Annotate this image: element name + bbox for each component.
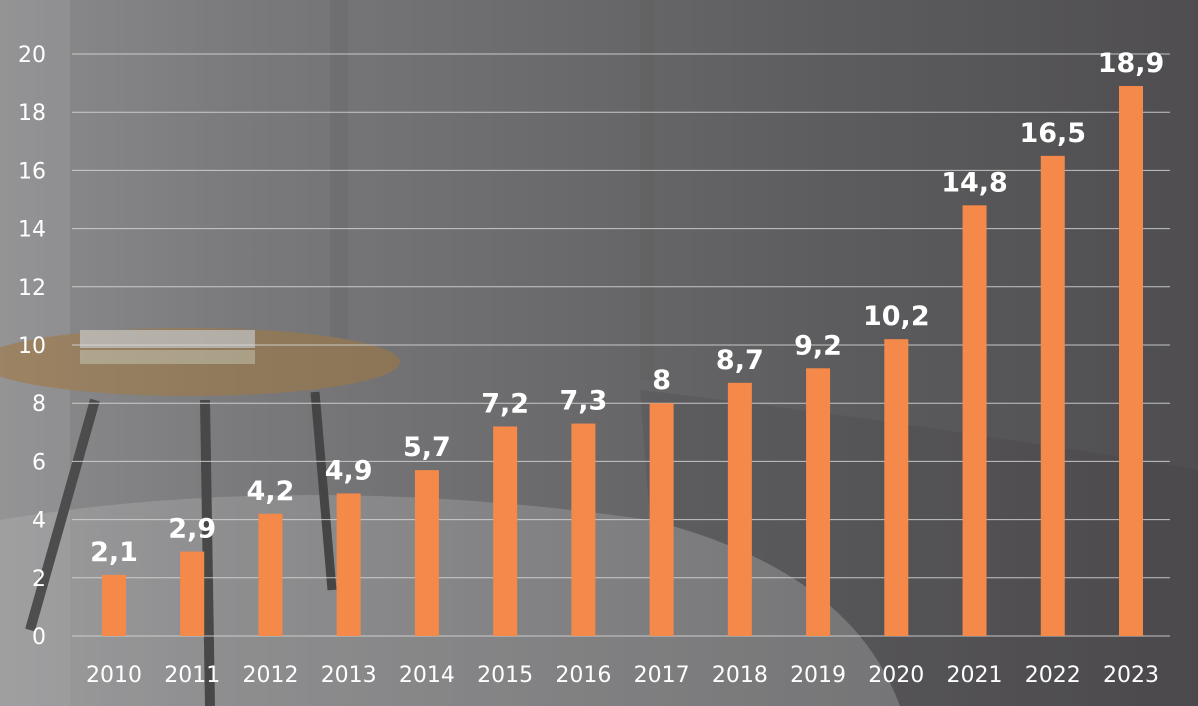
y-tick-label: 10	[18, 334, 46, 359]
bar-value-label: 8	[652, 365, 671, 396]
y-tick-label: 18	[18, 101, 46, 126]
bar-value-label: 7,3	[559, 386, 607, 417]
x-tick-label: 2015	[477, 663, 533, 688]
bar-value-label: 2,9	[168, 514, 216, 545]
x-axis-ticks: 2010 2011 2012 2013 2014 2015 2016 2017 2018 2019…	[86, 663, 1159, 688]
y-tick-label: 6	[32, 450, 46, 475]
x-tick-label: 2023	[1103, 663, 1159, 688]
bar-value-label: 8,7	[716, 345, 764, 376]
x-tick-label: 2016	[555, 663, 611, 688]
bar-value-label: 14,8	[941, 167, 1008, 198]
bar-value-label: 9,2	[794, 330, 842, 361]
value-labels: 2,1 2,9 4,2 4,9 5,7 7,2 7,3 8 8,7 9,2 10,2 14,8 16,5…	[90, 48, 1164, 568]
bar-value-label: 7,2	[481, 388, 529, 419]
y-tick-label: 14	[18, 218, 46, 243]
bar	[1119, 86, 1143, 636]
x-tick-label: 2010	[86, 663, 142, 688]
bar	[727, 382, 752, 636]
bar-value-label: 4,2	[247, 476, 295, 507]
bar	[336, 493, 361, 636]
bar	[806, 368, 831, 636]
y-tick-label: 20	[18, 43, 46, 68]
y-tick-label: 16	[18, 159, 46, 184]
x-tick-label: 2017	[634, 663, 690, 688]
x-tick-label: 2018	[712, 663, 768, 688]
bar-value-label: 10,2	[863, 301, 930, 332]
y-tick-label: 2	[32, 567, 46, 592]
bar	[493, 426, 518, 636]
bar	[649, 403, 674, 636]
y-tick-label: 0	[32, 625, 46, 650]
bar	[258, 513, 283, 636]
x-tick-label: 2019	[790, 663, 846, 688]
x-tick-label: 2022	[1025, 663, 1081, 688]
bar	[180, 551, 205, 636]
y-tick-label: 12	[18, 276, 46, 301]
bar	[571, 423, 596, 636]
bar	[414, 470, 439, 636]
x-tick-label: 2013	[321, 663, 377, 688]
bar-value-label: 16,5	[1019, 118, 1086, 149]
bar	[1040, 155, 1065, 636]
bars	[102, 86, 1143, 636]
bar-value-label: 2,1	[90, 537, 138, 568]
y-tick-label: 8	[32, 392, 46, 417]
bar-value-label: 5,7	[403, 432, 451, 463]
bar	[962, 205, 987, 636]
y-axis-ticks: 0 2 4 6 8 10 12 14 16 18 20	[18, 43, 46, 650]
bar	[102, 574, 126, 636]
x-tick-label: 2012	[242, 663, 298, 688]
bar	[884, 339, 909, 636]
gridlines	[72, 53, 1170, 637]
y-tick-label: 4	[32, 509, 46, 534]
bar-value-label: 18,9	[1098, 48, 1165, 79]
x-tick-label: 2021	[947, 663, 1003, 688]
bar-value-label: 4,9	[325, 455, 373, 486]
x-tick-label: 2011	[164, 663, 220, 688]
x-tick-label: 2014	[399, 663, 455, 688]
x-tick-label: 2020	[868, 663, 924, 688]
